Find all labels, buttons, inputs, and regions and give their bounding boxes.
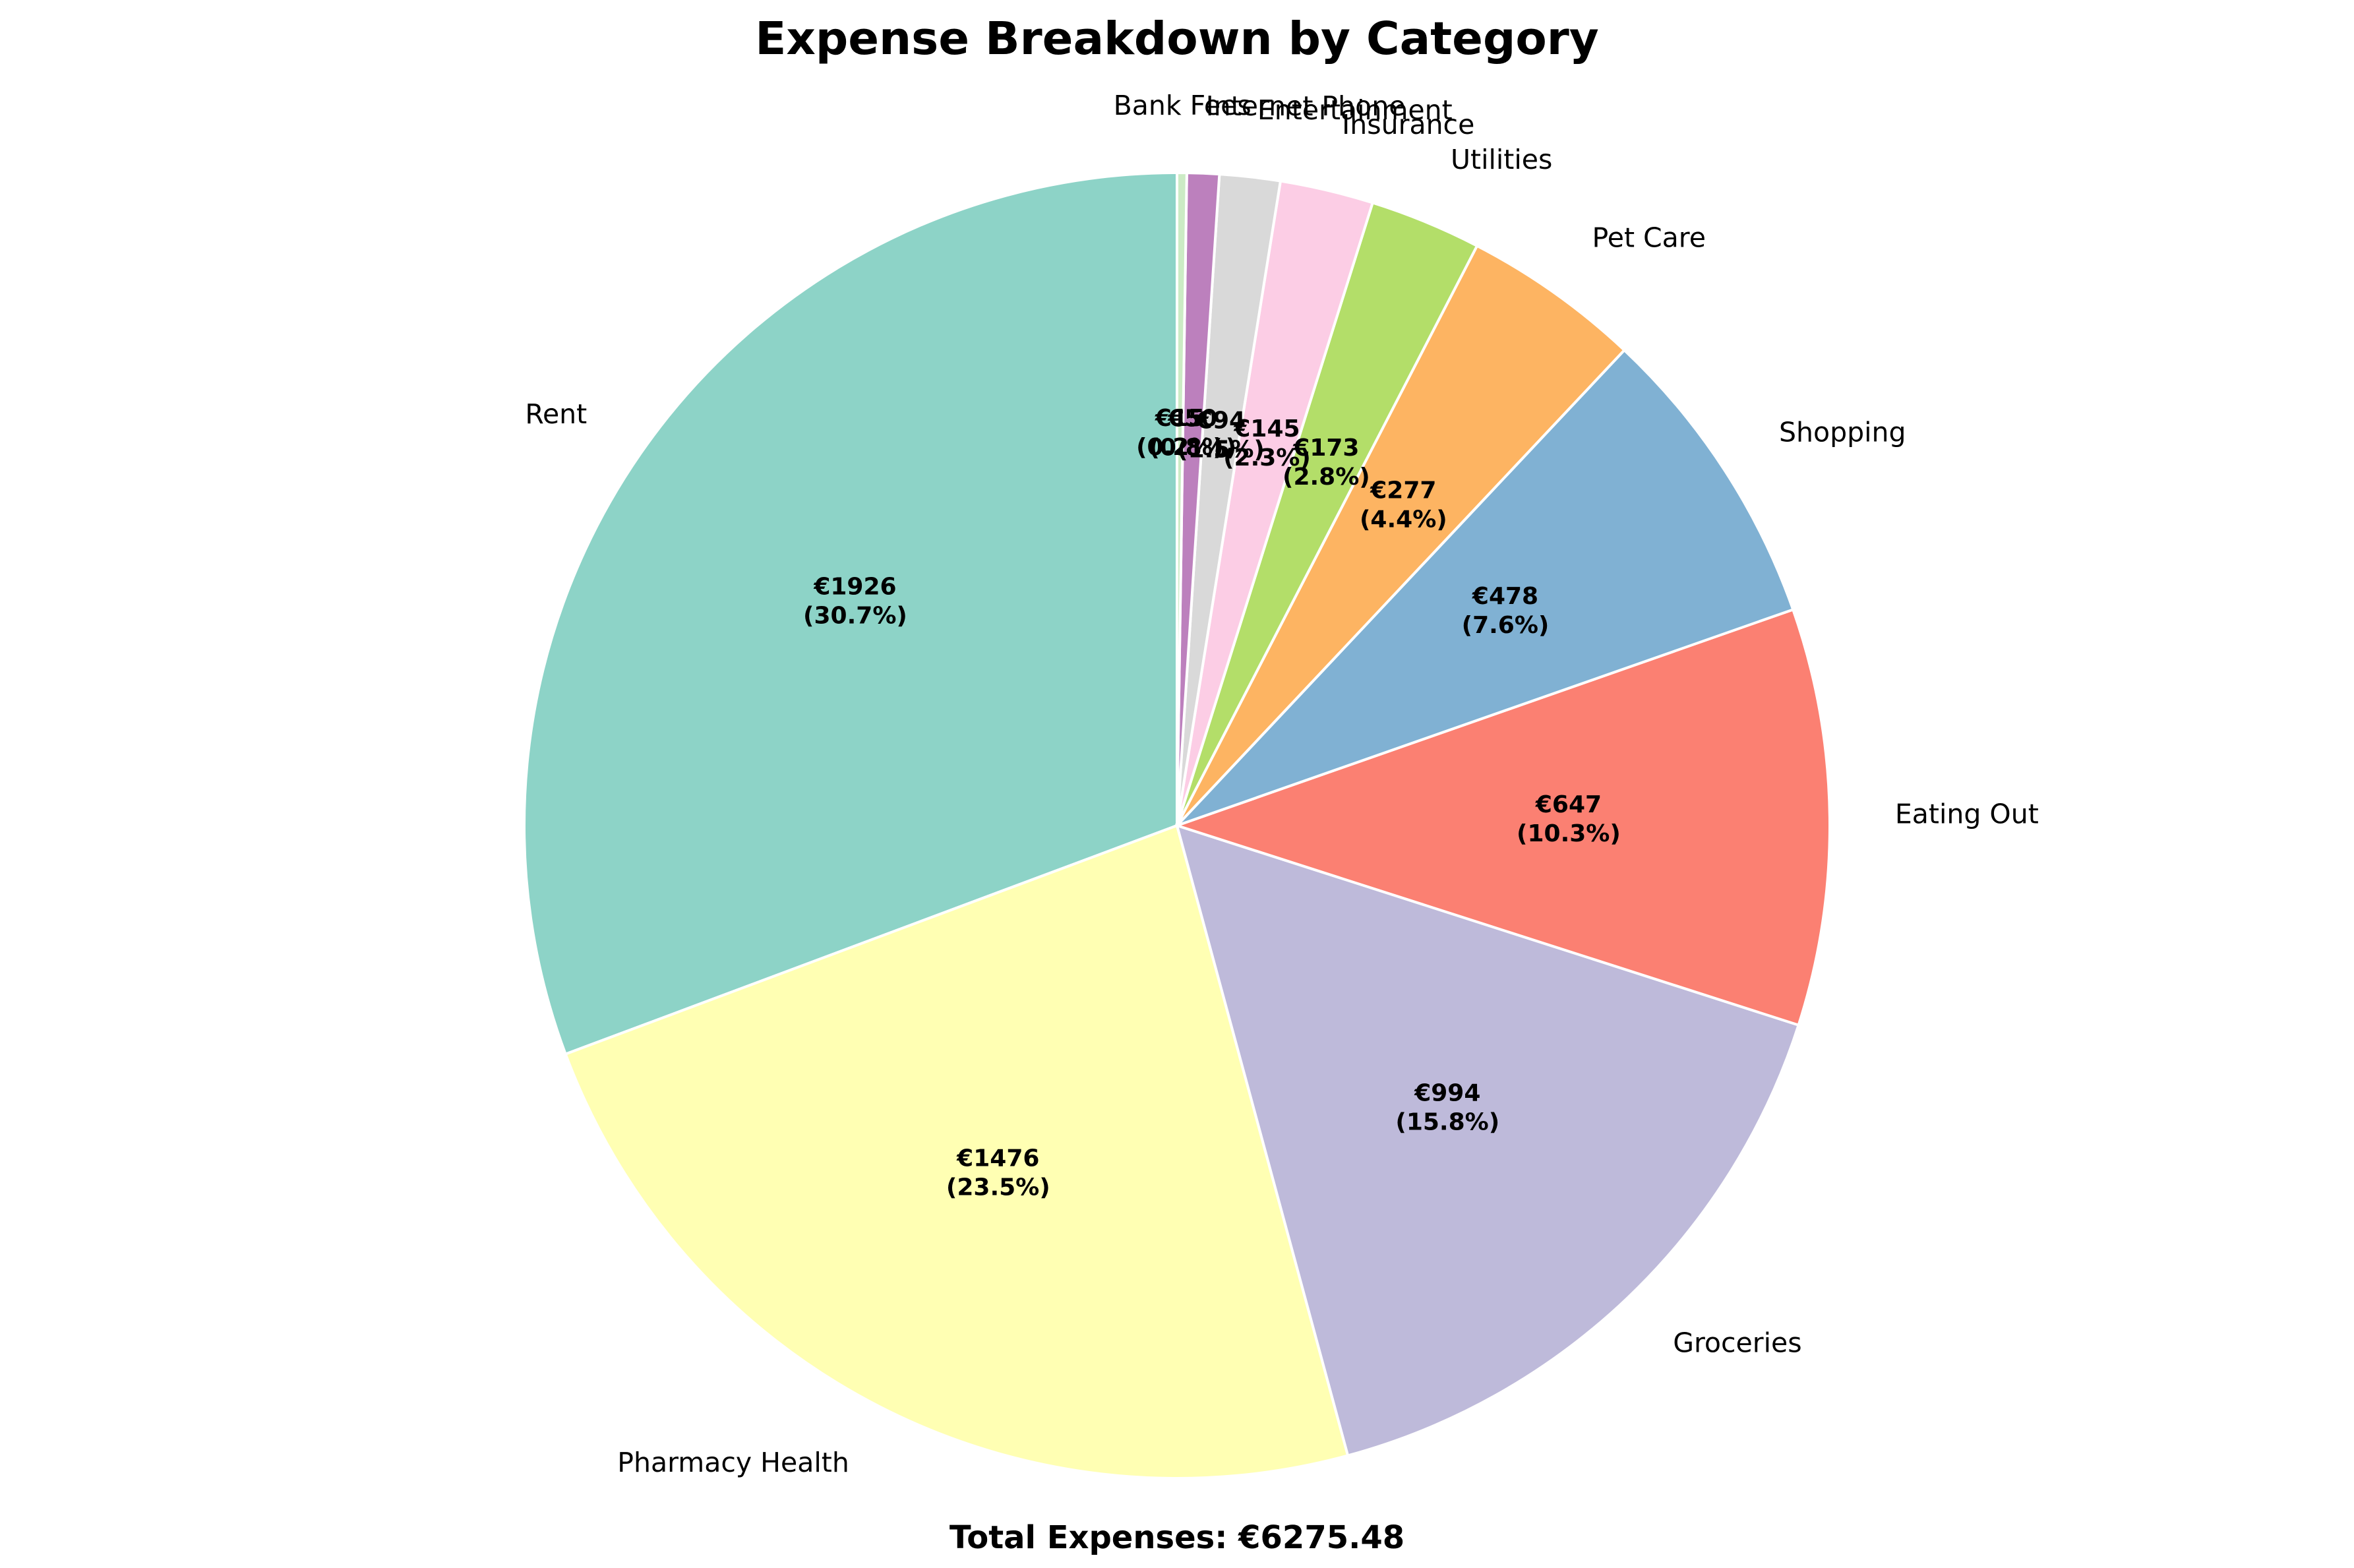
value-percent-insurance: (2.3%): [1223, 444, 1311, 471]
value-percent-entertainment: (1.5%): [1177, 437, 1265, 464]
category-label-rent: Rent: [525, 398, 587, 430]
slice-shopping: [1176, 348, 1795, 827]
value-percent-pet-care: (4.4%): [1360, 506, 1447, 533]
value-percent-bank-fees: (0.2%): [1136, 434, 1224, 461]
value-label-groceries: €994 (15.8%): [1395, 1080, 1499, 1136]
category-label-entertainment: Entertainment: [1257, 94, 1453, 126]
slice-pet-care: [1176, 244, 1627, 827]
value-label-pharmacy-health: €1476 (23.5%): [946, 1145, 1050, 1201]
slice-bank-fees: [1176, 171, 1188, 826]
value-amount-bank-fees: €15: [1155, 405, 1205, 432]
value-amount-groceries: €994: [1414, 1080, 1480, 1107]
value-percent-groceries: (15.8%): [1395, 1109, 1499, 1136]
category-label-insurance: Insurance: [1342, 109, 1474, 140]
category-label-bank-fees: Bank Fees: [1114, 90, 1252, 121]
value-percent-internet-phone: (0.8%): [1149, 434, 1236, 461]
value-percent-utilities: (2.8%): [1283, 464, 1370, 491]
value-label-insurance: €145 (2.3%): [1223, 415, 1311, 471]
value-amount-pet-care: €277: [1370, 477, 1436, 504]
value-amount-shopping: €478: [1472, 583, 1538, 610]
value-amount-internet-phone: €50: [1167, 405, 1217, 432]
value-amount-pharmacy-health: €1476: [956, 1145, 1039, 1172]
value-percent-pharmacy-health: (23.5%): [946, 1174, 1050, 1201]
value-amount-insurance: €145: [1233, 415, 1300, 442]
category-labels: Rent Pharmacy Health Groceries Eating Out Sh…: [525, 90, 2038, 1478]
value-percent-rent: (30.7%): [803, 602, 907, 629]
slice-rent: [523, 171, 1178, 1056]
category-label-groceries: Groceries: [1673, 1327, 1801, 1358]
category-label-pharmacy-health: Pharmacy Health: [617, 1447, 849, 1478]
value-amount-eating-out: €647: [1535, 791, 1602, 818]
pie-slices: [523, 171, 1831, 1480]
value-label-shopping: €478 (7.6%): [1462, 583, 1550, 639]
value-label-pet-care: €277 (4.4%): [1360, 477, 1447, 533]
value-labels: €1926 (30.7%)€1476 (23.5%)€994 (15.8%)€647(…: [803, 405, 1621, 1201]
chart-title: Expense Breakdown by Category: [755, 13, 1599, 65]
value-percent-shopping: (7.6%): [1462, 612, 1550, 639]
category-label-eating-out: Eating Out: [1895, 799, 2039, 830]
value-amount-utilities: €173: [1292, 435, 1359, 462]
slice-pharmacy-health: [564, 824, 1350, 1480]
value-label-entertainment: €94 (1.5%): [1177, 407, 1265, 464]
category-label-utilities: Utilities: [1451, 144, 1552, 175]
value-amount-entertainment: €94: [1195, 407, 1246, 435]
value-label-eating-out: €647 (10.3%): [1517, 791, 1621, 847]
value-label-rent: €1926 (30.7%): [803, 573, 907, 629]
slice-eating-out: [1172, 607, 1831, 1027]
value-label-internet-phone: €50 (0.8%): [1149, 405, 1236, 461]
value-percent-eating-out: (10.3%): [1517, 820, 1621, 847]
value-label-utilities: €173 (2.8%): [1283, 435, 1370, 491]
category-label-shopping: Shopping: [1779, 416, 1906, 448]
total-expenses: Total Expenses: €6275.48: [950, 1519, 1404, 1556]
category-label-pet-care: Pet Care: [1592, 222, 1706, 253]
value-label-bank-fees: €15 (0.2%): [1136, 405, 1224, 461]
category-label-internet-phone: Internet Phone: [1206, 90, 1406, 122]
value-amount-rent: €1926: [813, 573, 896, 600]
slice-groceries: [1175, 823, 1801, 1457]
